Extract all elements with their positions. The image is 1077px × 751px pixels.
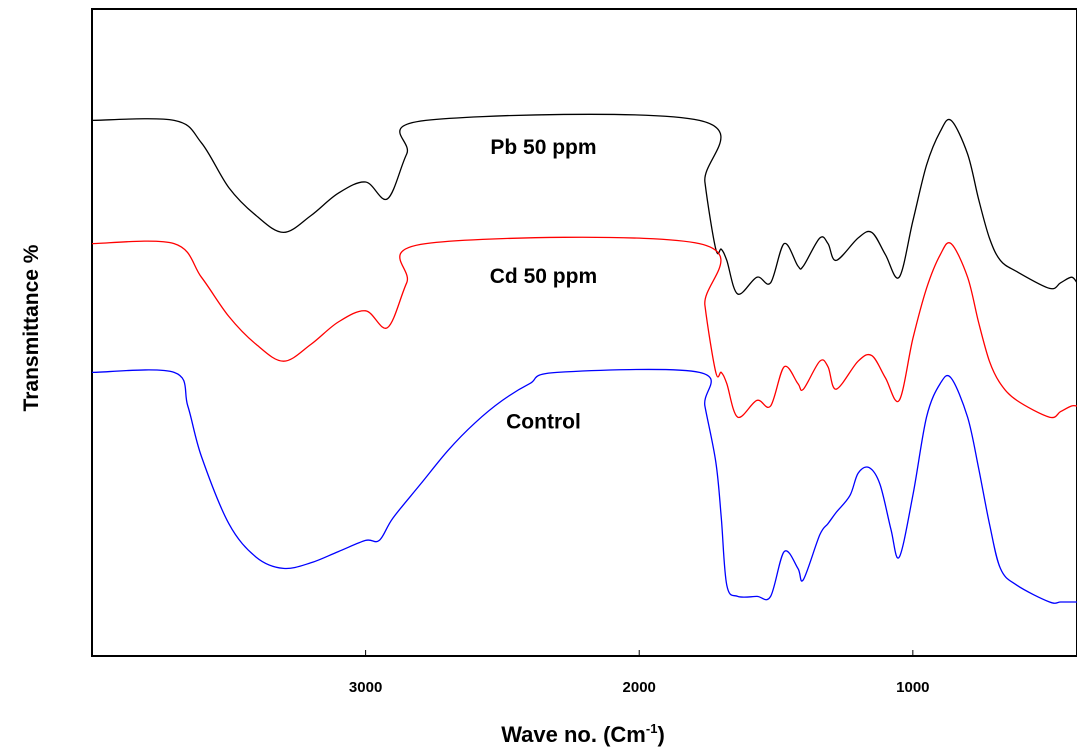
series-line-1 [91,236,1077,419]
x-axis-title-main: Wave no. (Cm [501,722,646,747]
series-label-2: Control [506,410,581,433]
series-label-0: Pb 50 ppm [490,136,596,159]
x-axis-title-close: ) [657,722,664,747]
series-label-layer: Pb 50 ppm Cd 50 ppm Control [490,136,597,433]
series-line-0 [91,113,1077,295]
x-axis-title: Wave no. (Cm-1) [501,721,665,747]
y-axis-title: Transmittance % [20,244,43,411]
series-layer [91,113,1077,604]
x-tick-label-0: 3000 [349,679,382,696]
series-line-2 [91,368,1077,604]
x-tick-label-2: 1000 [896,679,929,696]
x-tick-label-1: 2000 [623,679,656,696]
series-label-1: Cd 50 ppm [490,265,597,288]
x-axis-ticks: 3000 2000 1000 [349,650,930,696]
plot-frame [91,8,1077,657]
x-axis-title-superscript: -1 [646,721,658,736]
